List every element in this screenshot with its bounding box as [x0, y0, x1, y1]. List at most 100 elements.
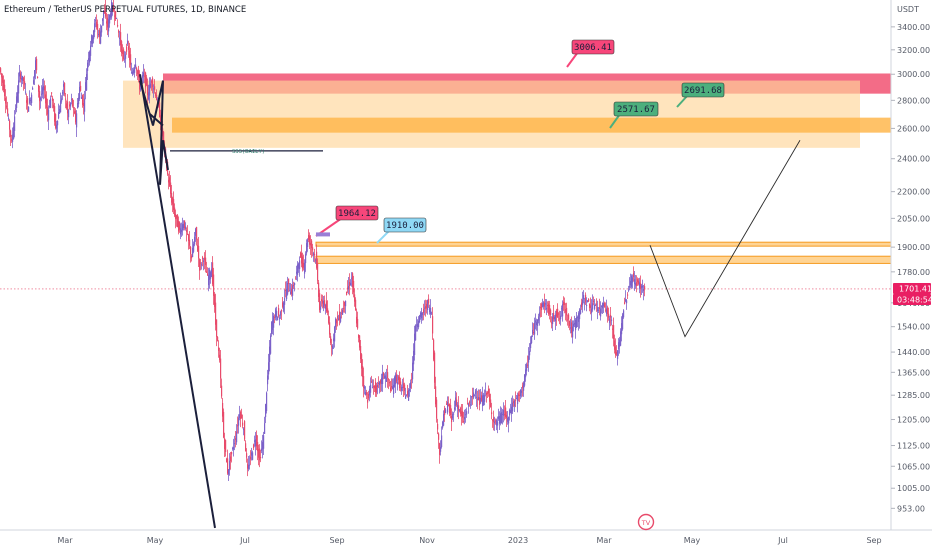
candle-body — [255, 439, 257, 447]
candle-body — [106, 21, 108, 24]
candle-body — [458, 405, 460, 411]
candle-body — [217, 336, 219, 342]
candle-body — [359, 335, 361, 348]
candle-body — [36, 58, 38, 71]
candle-body — [265, 404, 267, 418]
zigzag-wave — [139, 80, 169, 185]
candle-body — [639, 282, 641, 289]
candle-body — [386, 377, 388, 382]
candle-body — [208, 275, 210, 286]
candle-body — [52, 97, 54, 101]
candle-body — [206, 271, 208, 273]
candle-body — [159, 102, 161, 118]
tv-logo[interactable]: TV — [637, 513, 655, 531]
candle-body — [505, 407, 507, 417]
candle-body — [397, 382, 399, 385]
candle-body — [393, 384, 395, 395]
candle-body — [343, 308, 345, 310]
candle-body — [302, 256, 304, 269]
candle-body — [499, 416, 501, 424]
candle-body — [310, 242, 312, 246]
sss-level-label: SSS(DAILY) — [232, 149, 265, 155]
candle-body — [625, 299, 627, 302]
candle-body — [313, 253, 315, 256]
candle-body — [122, 49, 124, 54]
candle-body — [191, 255, 193, 259]
candle-body — [460, 408, 462, 414]
candle-body — [99, 30, 101, 37]
time-axis[interactable]: Mar May Jul Sep Nov 2023 Mar May Jul Sep — [0, 529, 932, 550]
candle-body — [79, 86, 81, 99]
candle-body — [66, 103, 68, 109]
candle-body — [513, 401, 515, 404]
candle-body — [398, 376, 400, 381]
candle-body — [244, 421, 246, 440]
candle-body — [475, 390, 477, 394]
candle-body — [87, 62, 89, 71]
time-tick-label: Nov — [419, 536, 435, 545]
candle-body — [308, 235, 310, 240]
candle-body — [566, 307, 568, 316]
candle-body — [342, 310, 344, 315]
candle-body — [20, 73, 22, 80]
candle-body — [140, 83, 142, 91]
candle-body — [35, 60, 37, 71]
candle-body — [360, 345, 362, 360]
candle-body — [150, 83, 152, 88]
candle-body — [354, 294, 356, 302]
candle-body — [280, 311, 282, 316]
candle-body — [358, 334, 360, 338]
candle-body — [76, 113, 78, 128]
candle-body — [213, 274, 215, 296]
candle-body — [439, 443, 441, 455]
price-tick-label: 1125.00 — [897, 442, 930, 451]
candle-body — [388, 379, 390, 381]
candle-body — [184, 220, 186, 229]
price-chart-plot[interactable]: SSS(DAILY) 3006.41 2691.68 2571.67 1964.12 19… — [0, 0, 892, 530]
candle-body — [23, 77, 25, 82]
candle-body — [626, 300, 628, 304]
candle-body — [474, 394, 476, 396]
candle-body — [588, 299, 590, 302]
candle-body — [507, 418, 509, 422]
price-axis[interactable]: USDT 3400.00 3200.00 3000.00 2800.00 2600.00… — [890, 0, 932, 530]
candle-body — [218, 347, 220, 351]
candle-body — [34, 70, 36, 78]
candle-body — [580, 309, 582, 314]
label-2571-pointer — [609, 113, 621, 129]
candle-body — [486, 393, 488, 395]
candle-body — [424, 307, 426, 309]
candle-body — [235, 438, 237, 440]
candle-body — [114, 15, 116, 17]
candle-body — [464, 417, 466, 420]
candle-body — [462, 411, 464, 418]
candle-body — [389, 382, 391, 384]
candle-body — [596, 303, 598, 305]
candle-body — [607, 307, 609, 315]
candle-body — [120, 32, 122, 46]
candle-body — [289, 290, 291, 292]
candle-body — [29, 98, 31, 104]
label-1964-marker — [316, 232, 330, 237]
candle-body — [594, 304, 596, 309]
candle-body — [259, 448, 261, 461]
candle-body — [395, 374, 397, 385]
candle-body — [328, 316, 330, 323]
candle-body — [225, 440, 227, 452]
candle-body — [28, 106, 30, 112]
candle-body — [552, 316, 554, 325]
candle-body — [83, 102, 85, 107]
candle-body — [242, 422, 244, 426]
candle-body — [286, 288, 288, 300]
candle-body — [349, 281, 351, 286]
candle-body — [336, 319, 338, 324]
candle-body — [348, 285, 350, 290]
candle-body — [536, 322, 538, 326]
candle-body — [481, 395, 483, 401]
candle-body — [240, 411, 242, 420]
candle-body — [483, 394, 485, 405]
candle-body — [178, 220, 180, 232]
candle-body — [160, 115, 162, 124]
price-tick-label: 2200.00 — [897, 188, 930, 197]
